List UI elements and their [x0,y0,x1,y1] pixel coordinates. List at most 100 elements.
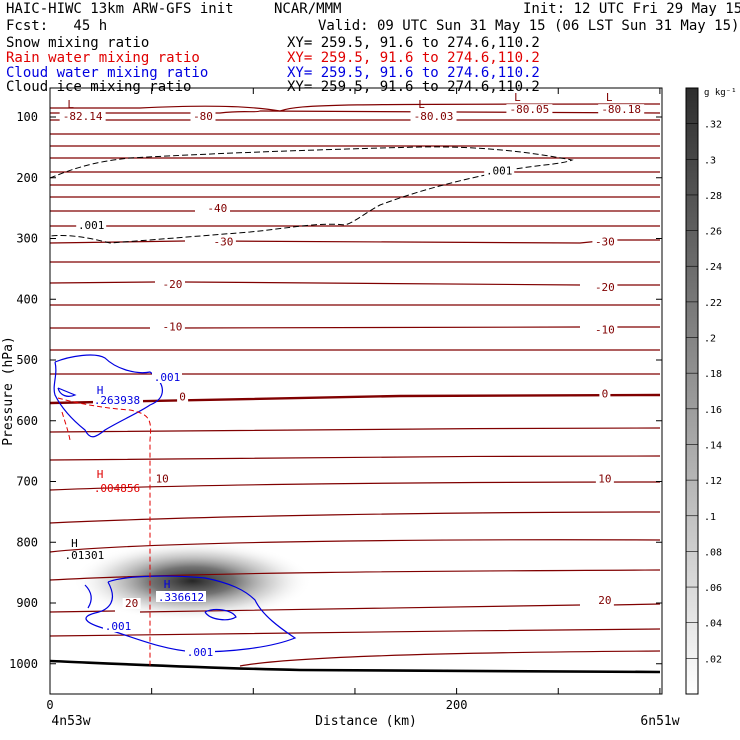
isotherm-label-15: 10 [598,473,611,486]
isotherm-label-8: -20 [162,278,182,291]
colorbar-label-3: .08 [704,547,722,558]
isotherm-label-bg [410,110,457,122]
isotherm-s [239,650,661,667]
cloudwater-lower-value: .336612 [158,591,204,604]
colorbar-label-4: .1 [704,512,716,523]
cloudwater-label-bg [152,372,182,383]
field-cloudice-name: Cloud ice mixing ratio [6,79,192,95]
isotherm-label-14: 10 [156,473,169,486]
snow-max-value: .01301 [65,549,105,562]
x-tick-label-0: 0 [46,698,53,712]
init-time: Init: 12 UTC Fri 29 May 15 [523,1,740,17]
isotherm-20-warm [49,603,661,613]
isotherm-label-bg [153,473,172,485]
cloudwater-upper-h: H [97,384,104,397]
snow-max-h: H [71,537,78,550]
isotherm-80 [50,110,661,114]
colorbar [685,87,699,695]
field-cloudwater-xy: XY= 259.5, 91.6 to 274.6,110.2 [287,65,540,81]
field-snow-xy: XY= 259.5, 91.6 to 274.6,110.2 [287,35,540,51]
colorbar-label-11: .24 [704,262,722,273]
field-snow-name: Snow mixing ratio [6,35,150,51]
cloudwater-contour-lower [85,575,297,653]
colorbar-label-2: .06 [704,583,722,594]
isotherm-label-bg [59,110,106,122]
rain-contour [57,397,152,666]
cloudwater-lower-h: H [164,578,171,591]
colorbar-label-15: .32 [704,120,722,131]
isotherm-label-bg [592,282,618,294]
cloudwater-contour-left [84,584,92,609]
isotherm-label-bg [598,104,645,116]
colorbar-label-12: .26 [704,227,722,238]
snow-label-bg [484,165,515,177]
isotherm-label-10: -10 [162,321,182,334]
plot-frame [49,87,663,695]
isotherm-label-bg [592,236,618,248]
isotherm-label-4: -80.18 [601,103,641,116]
isotherm-10 [50,326,660,329]
colorbar-label-0: .02 [704,654,722,665]
colorbar-label-6: .14 [704,440,722,451]
y-tick-label-9: 1000 [9,657,38,671]
snow-label-bg [76,220,107,232]
snow-contour-001 [49,146,574,244]
rain-max-value: .004856 [94,482,140,495]
colorbar-label-14: .3 [704,155,716,166]
isotherm-label-bg [592,324,618,336]
isotherm-label-7: -30 [595,236,615,249]
isotherm-label-3: -80.05 [510,103,550,116]
isotherm-top [50,103,661,112]
isotherm-20 [49,281,660,286]
isotherm-label-17: 20 [598,594,611,607]
x-tick-label-1: 200 [446,698,468,712]
isotherm-m [49,427,661,433]
y-tick-label-8: 900 [16,596,38,610]
y-tick-label-2: 300 [16,232,38,246]
y-axis-label: Pressure (hPa) [1,336,16,446]
y-tick-label-5: 600 [16,414,38,428]
field-cloudwater-name: Cloud water mixing ratio [6,65,209,81]
y-tick-label-7: 800 [16,535,38,549]
colorbar-label-1: .04 [704,619,722,630]
snow-contour-label-0: .001 [78,219,105,232]
isotherm-q [49,569,661,581]
x-end-label: 6n51w [640,714,679,729]
y-tick-label-0: 100 [16,110,38,124]
isotherm-label-bg [122,598,141,610]
cloudwater-contour-core [204,608,237,621]
x-start-label: 4n53w [51,714,90,729]
colorbar-label-5: .12 [704,476,722,487]
rain-max-h: H [97,468,104,481]
isotherm-label-2: -80.03 [414,110,454,123]
isotherm-n [49,455,661,461]
isotherm-extreme-2: L [418,98,425,111]
colorbar-unit: g kg⁻¹ [704,88,737,98]
isotherm-label-bg [210,236,236,248]
field-rain-name: Rain water mixing ratio [6,50,200,66]
field-cloudice-xy: XY= 259.5, 91.6 to 274.6,110.2 [287,79,540,95]
cloudwater-upper-value: .263938 [94,394,140,407]
isotherm-extreme-1: L [67,98,74,111]
isotherm-label-6: -30 [213,236,233,249]
cloudwater-contour-label-2: .001 [187,646,214,659]
cloudwater-contour-label-1: .001 [105,620,132,633]
cloudwater-contour-upper [53,354,163,438]
forecast-hour: Fcst: 45 h [6,18,108,34]
y-tick-label-6: 700 [16,475,38,489]
isotherm-extreme-4: L [606,91,613,104]
isotherm-r [49,628,661,637]
snow-shading [72,540,313,621]
isotherm-label-bg [595,595,614,606]
isotherm-p [49,539,661,553]
cloudwater-label-bg [93,394,143,405]
cloudwater-label-bg [185,647,215,658]
y-tick-label-3: 400 [16,292,38,306]
valid-time: Valid: 09 UTC Sun 31 May 15 (06 LST Sun … [318,18,740,34]
colorbar-label-10: .22 [704,298,722,309]
isotherm-label-bg [177,391,189,403]
isotherm-label-bg [190,110,216,122]
isotherm-label-bg [599,388,611,400]
x-axis-label: Distance (km) [315,714,417,729]
